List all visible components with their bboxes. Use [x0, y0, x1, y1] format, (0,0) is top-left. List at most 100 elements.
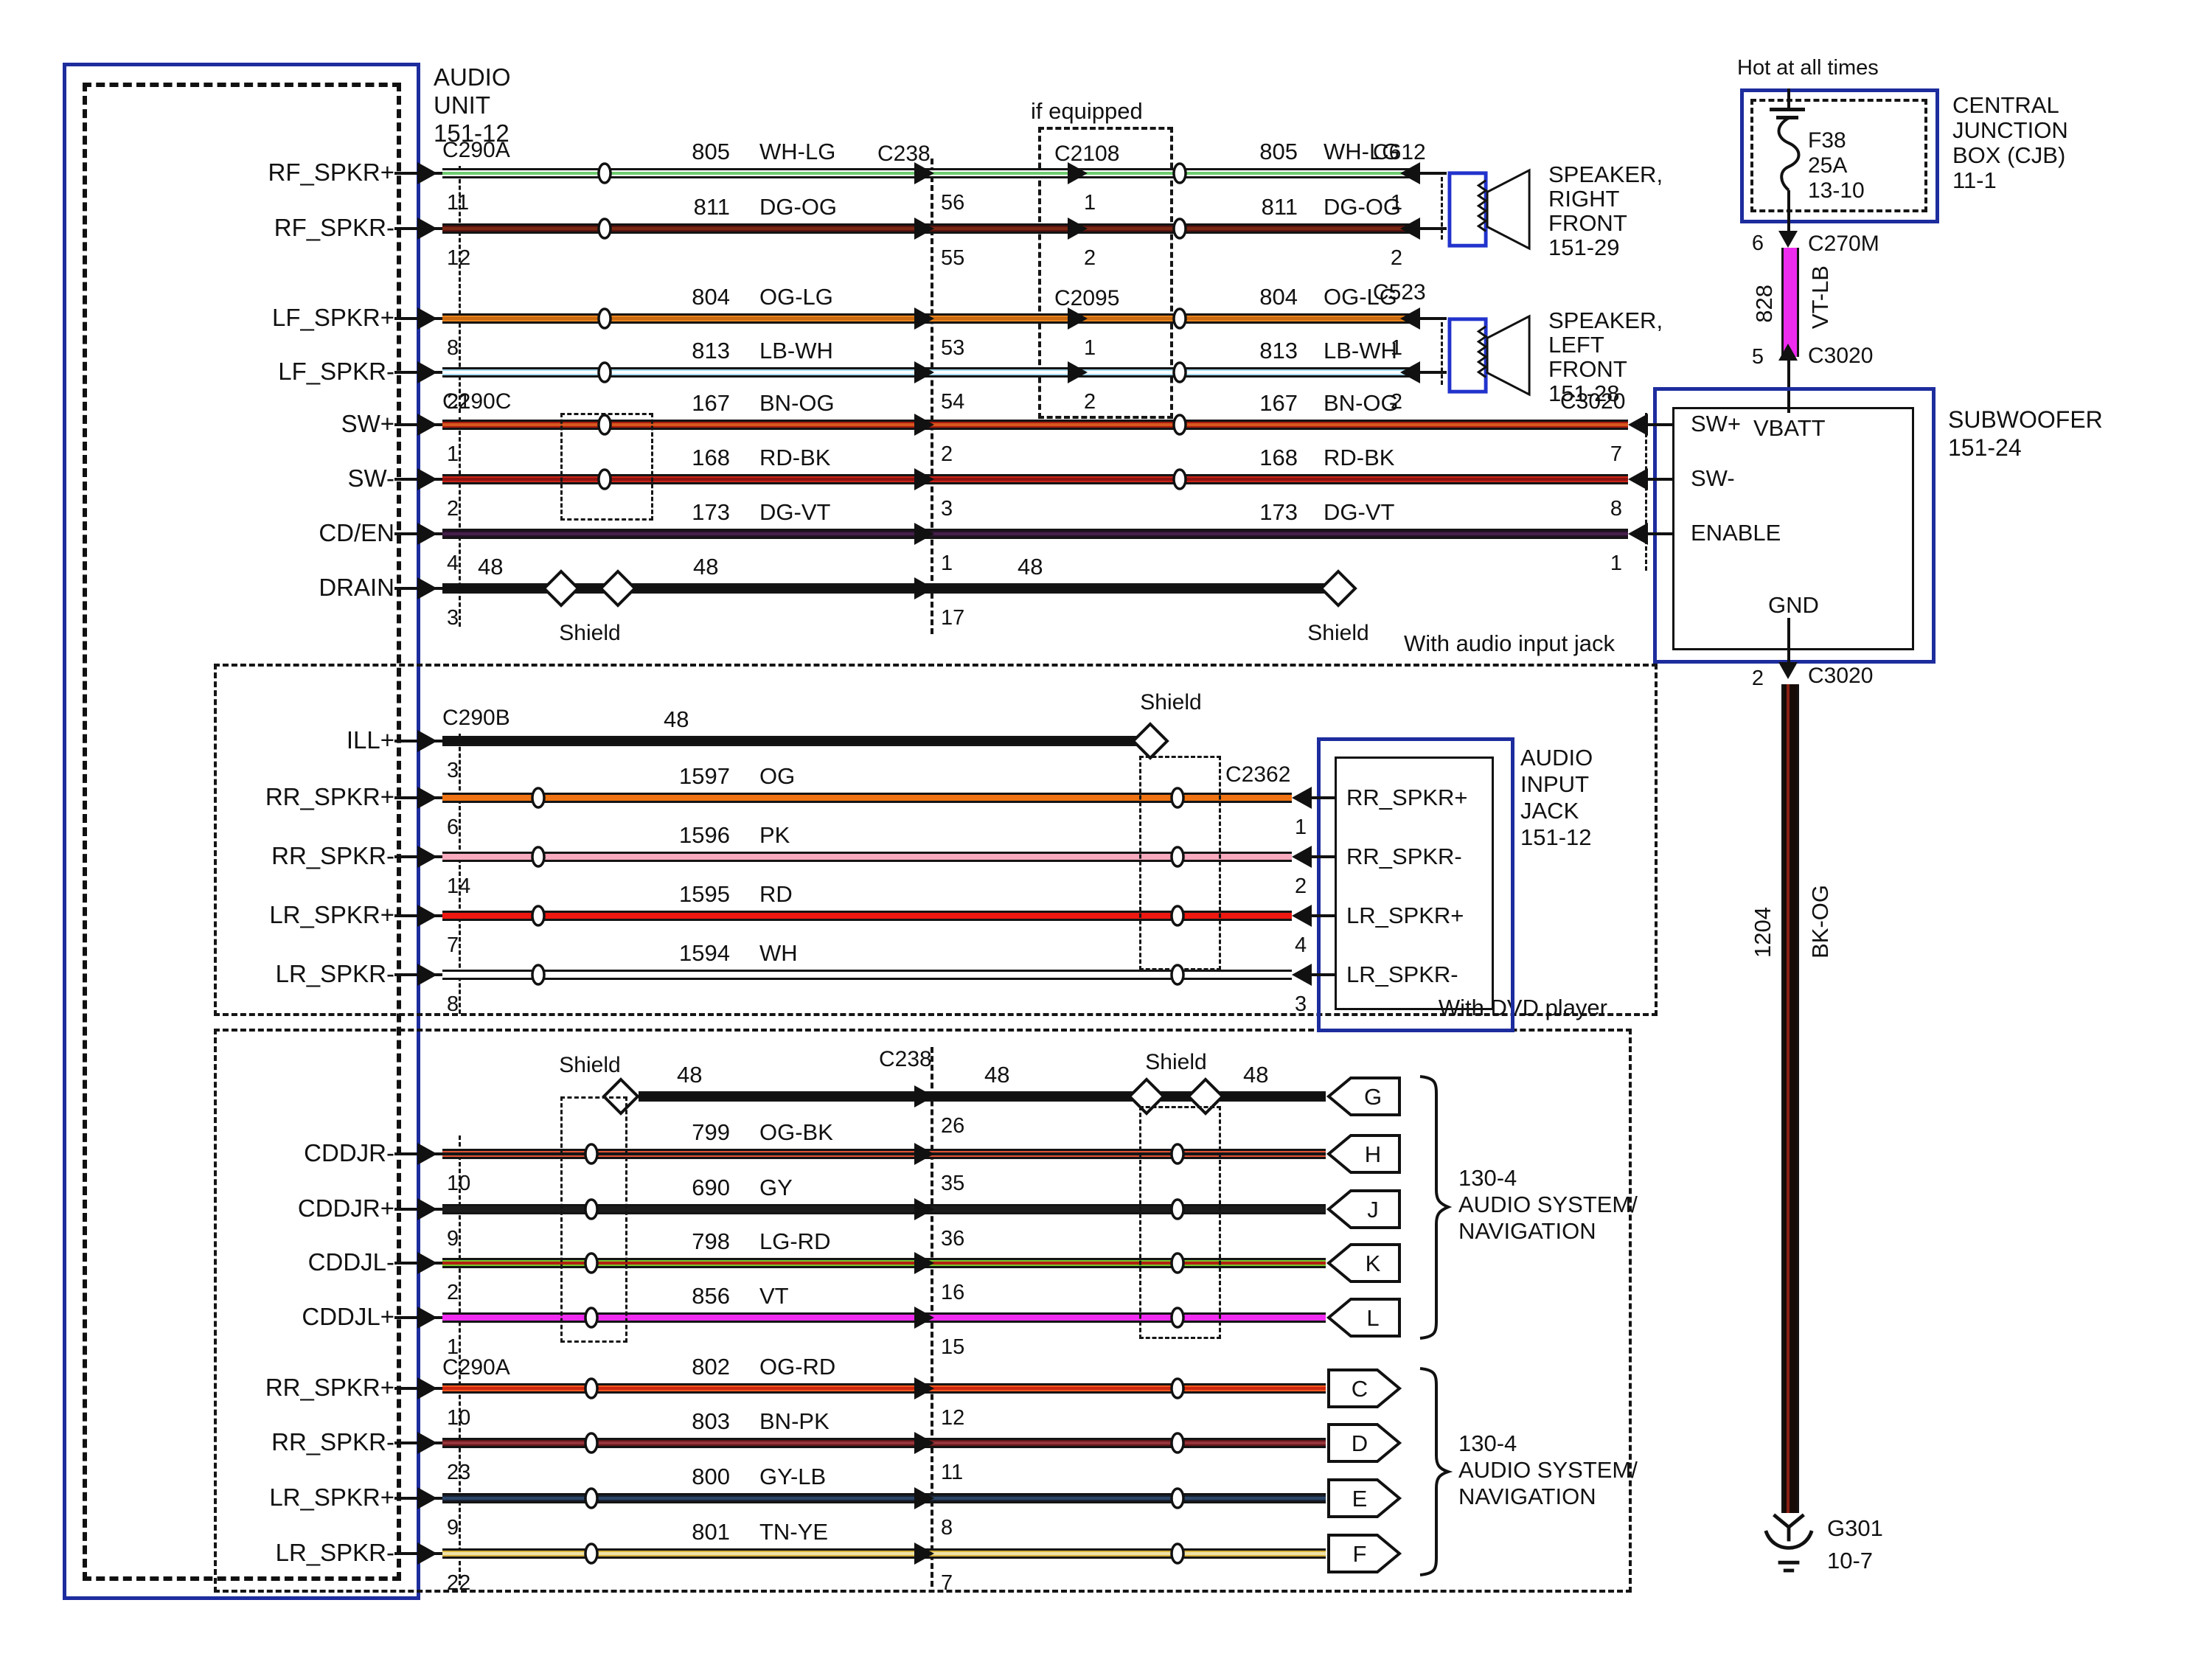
- pin-label-c238: 36: [941, 1227, 965, 1251]
- circuit-label-1204: 1204: [1750, 907, 1775, 958]
- fuse-label: F38 25A 13-10: [1808, 128, 1865, 203]
- chevron-right-icon: [417, 414, 437, 436]
- shield-diamond-icon: [1131, 722, 1169, 760]
- color-code-label: WH-LG: [759, 139, 836, 164]
- wire-stub: [1419, 172, 1447, 175]
- pin-label-c238: 12: [941, 1406, 965, 1430]
- chevron-left-icon: [1292, 964, 1312, 986]
- wire-856: [442, 1312, 1326, 1323]
- pin-label-c238: 54: [941, 390, 965, 414]
- pin-label: 4: [447, 552, 459, 575]
- shield-label: Shield: [1145, 1050, 1207, 1074]
- circuit-label: 813: [692, 338, 730, 364]
- pin-label-c238: 11: [941, 1461, 964, 1484]
- pin-label: 14: [447, 874, 471, 898]
- pin-label: 11: [447, 191, 470, 215]
- audio-input-jack-inner-box: [1335, 757, 1494, 1010]
- wire-1597: [442, 793, 1292, 803]
- row-label-lf_spkr-: LF_SPKR-: [278, 358, 394, 385]
- twisted-pair-icon: [1172, 307, 1187, 383]
- chevron-left-icon: [1292, 846, 1312, 868]
- audio-unit-box: [63, 63, 420, 1600]
- pin-label-sub-bottom: 2: [1751, 667, 1764, 690]
- chevron-right-icon: [914, 523, 934, 545]
- circuit-label: 48: [1243, 1062, 1269, 1088]
- cjb-bus-bar: [1770, 108, 1805, 111]
- chevron-left-icon: [1292, 787, 1312, 809]
- wire-stub: [1647, 532, 1672, 535]
- connector-label-c238-dvd: C238: [879, 1047, 932, 1071]
- chevron-right-icon: [914, 361, 934, 383]
- pin-label-c238: 56: [941, 191, 965, 215]
- cjb-name-label: CENTRAL JUNCTION BOX (CJB) 11-1: [1952, 92, 2068, 193]
- chevron-right-icon: [1068, 361, 1088, 383]
- pin-label: 23: [447, 1461, 471, 1484]
- chevron-right-icon: [914, 1432, 934, 1454]
- color-code-label: RD: [759, 881, 793, 907]
- chevron-right-icon: [417, 1377, 437, 1399]
- brace-icon-cf: [1419, 1367, 1453, 1576]
- pin-label-c238: 1: [941, 552, 953, 575]
- circuit-label: 805: [692, 139, 730, 164]
- row-label-rf_spkr+: RF_SPKR+: [268, 159, 394, 186]
- pin-label-jack: 1: [1295, 815, 1307, 839]
- circuit-label: 805: [1259, 139, 1298, 164]
- plug-letter: C: [1352, 1376, 1368, 1402]
- row-label-illplus: ILL+: [346, 726, 394, 754]
- arrow-up-icon: [1778, 344, 1798, 361]
- wire-803: [442, 1438, 1326, 1448]
- chevron-right-icon: [417, 577, 437, 599]
- pin-label-equip: 1: [1084, 191, 1096, 215]
- pin-label-jack: 4: [1295, 933, 1307, 957]
- ground-page-label: 10-7: [1827, 1548, 1874, 1573]
- plug-letter: K: [1366, 1251, 1381, 1276]
- pin-label-c238: 17: [941, 606, 965, 630]
- circuit-label-828: 828: [1751, 285, 1777, 323]
- chevron-left-icon: [1400, 218, 1420, 240]
- row-label-lf_spkr+: LF_SPKR+: [272, 304, 394, 331]
- chevron-left-icon: [1292, 905, 1312, 927]
- pin-label: 21: [447, 390, 471, 414]
- connector-label-c3020-top: C3020: [1808, 344, 1874, 368]
- pin-label-c238: 3: [941, 497, 953, 521]
- audio-input-jack-box: [1317, 737, 1514, 1032]
- subwoofer-sw-minus-label: SW-: [1691, 465, 1735, 491]
- twisted-pair-icon: [1170, 1377, 1185, 1454]
- plug-letter: J: [1367, 1197, 1379, 1222]
- wire-stub: [1647, 423, 1672, 426]
- chevron-left-icon: [1400, 361, 1420, 383]
- wire-stub: [1419, 371, 1447, 374]
- pin-label: 3: [447, 606, 459, 630]
- pin-label-equip: 2: [1084, 390, 1096, 414]
- wire-828: [1781, 248, 1799, 357]
- row-label-cddjl-: CDDJL-: [307, 1248, 394, 1276]
- connector-label-c290b: C290B: [442, 706, 510, 730]
- pin-label: 3: [447, 759, 459, 782]
- twisted-pair-icon: [1170, 1487, 1185, 1565]
- wire-1594: [442, 970, 1292, 980]
- pin-label: 9: [447, 1516, 459, 1540]
- row-label-cddjr-: CDDJR-: [304, 1139, 394, 1166]
- color-code-label: RD-BK: [759, 445, 831, 470]
- twisted-pair-icon: [597, 162, 612, 240]
- wire-173: [442, 529, 1628, 539]
- chevron-right-icon: [417, 523, 437, 545]
- jack-signal-label: RR_SPKR-: [1346, 844, 1462, 869]
- circuit-label: 167: [1259, 390, 1298, 416]
- hot-at-all-times-label: Hot at all times: [1737, 56, 1879, 80]
- chevron-right-icon: [417, 1432, 437, 1454]
- ground-icon: [1764, 1513, 1814, 1573]
- chevron-right-icon: [417, 361, 437, 383]
- connector-label-c2108: C2108: [1054, 142, 1120, 166]
- gnd-line: [1787, 618, 1790, 667]
- connector-label-c3020-sub: C3020: [1560, 389, 1626, 414]
- if-equipped-label: if equipped: [1031, 98, 1143, 124]
- color-code-label: VT: [759, 1283, 789, 1309]
- cjb-inner-dashed-box: [1750, 99, 1927, 212]
- connector-pin-line: [459, 1135, 461, 1585]
- shield-label: Shield: [1307, 621, 1369, 645]
- circuit-label: 804: [1259, 284, 1298, 310]
- color-code-label: DG-OG: [1324, 194, 1402, 220]
- chevron-right-icon: [417, 1252, 437, 1274]
- audio-unit-inner-dashed-box: [83, 83, 401, 1581]
